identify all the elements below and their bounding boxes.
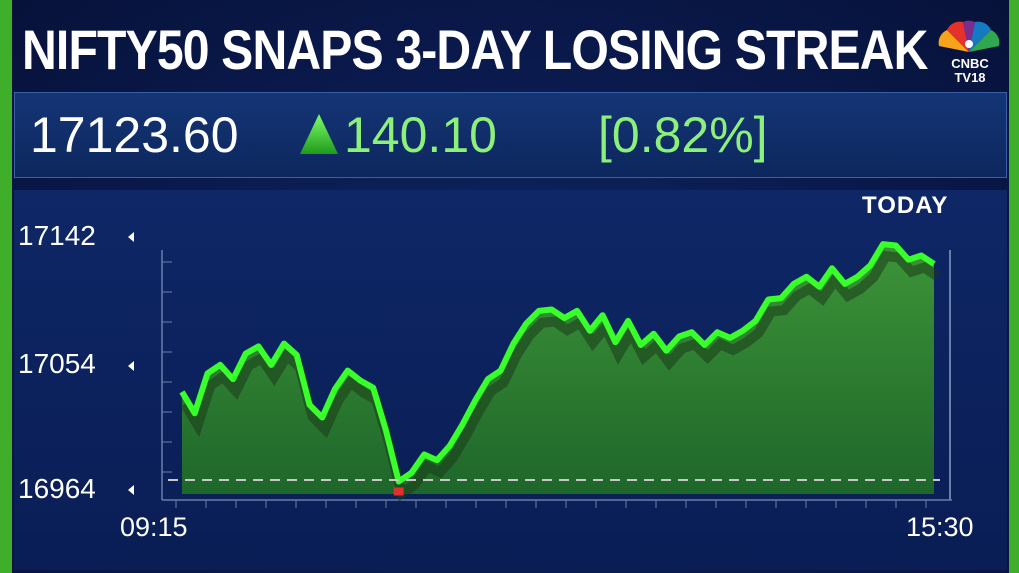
- y-tick-label: 17142: [18, 220, 96, 251]
- up-triangle-icon: [300, 114, 338, 154]
- peacock-logo-icon: [938, 20, 1000, 52]
- y-tick-pointer: [128, 232, 134, 242]
- x-tick-label: 15:30: [906, 512, 974, 542]
- y-tick-label: 17054: [18, 348, 96, 379]
- logo-text-cnbc: CNBC: [951, 56, 989, 71]
- axes: [128, 232, 952, 508]
- y-tick-label: 16964: [18, 473, 96, 504]
- period-label: TODAY: [862, 192, 949, 219]
- x-tick-label: 09:15: [120, 512, 188, 542]
- index-change-percent: [0.82%]: [598, 107, 768, 163]
- price-line: [179, 241, 936, 485]
- y-tick-pointer: [128, 361, 134, 371]
- index-price: 17123.60: [30, 107, 239, 163]
- left-frame-stripe: [0, 0, 12, 573]
- logo-text-tv18: TV18: [954, 70, 986, 85]
- day-low-marker: [393, 487, 404, 496]
- price-area: [182, 244, 934, 494]
- right-frame-stripe: [1009, 0, 1019, 573]
- headline: NIFTY50 SNAPS 3-DAY LOSING STREAK: [22, 18, 928, 81]
- y-tick-pointer: [128, 485, 134, 495]
- index-change: 140.10: [344, 107, 497, 163]
- quote-bar: [14, 92, 1007, 178]
